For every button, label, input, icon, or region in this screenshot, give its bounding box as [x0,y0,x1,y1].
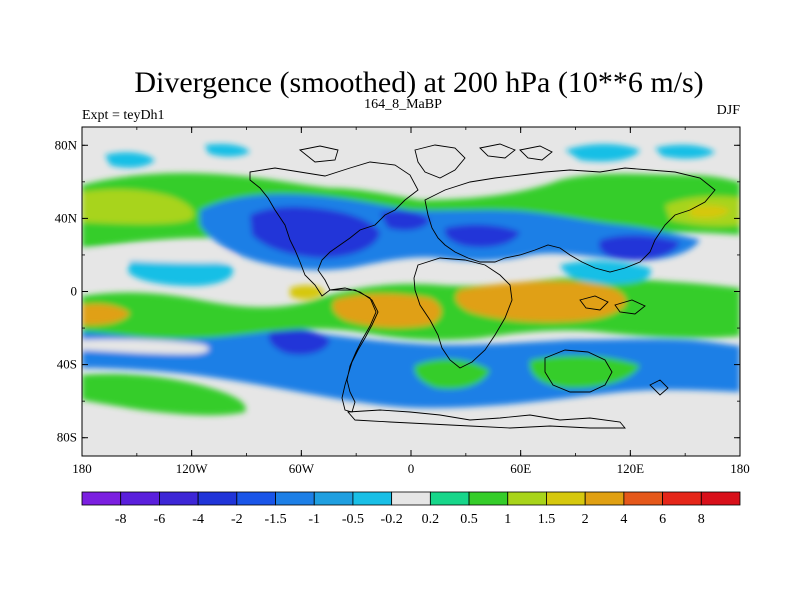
contour-orange-east-pacific [82,303,130,326]
contour-green-south-atlantic [414,358,490,390]
contour-white-gap-south [82,339,210,355]
x-tick-label: 0 [408,461,415,476]
coastline-north-america [249,161,419,297]
colorbar-label: -1.5 [264,512,286,527]
x-tick-label: 60W [289,461,315,476]
coastline-greenland [414,144,466,179]
colorbar-swatch [159,491,199,506]
contour-cyan-arctic-3 [565,144,640,162]
colorbar-label: 0.2 [422,512,440,527]
contour-darkblue-southeast-pacific [268,328,330,355]
coastline-eurasia [424,167,716,273]
contour-green-south-indian [529,355,640,389]
coastline-arctic-islands [298,143,553,163]
right-string: DJF [717,103,741,118]
contour-white-gap-north [82,247,237,263]
colorbar-swatch [236,491,276,506]
colorbar-label: -0.2 [381,512,403,527]
colorbar-swatch [546,491,586,506]
contour-yellow-west-pacific [690,205,730,218]
contour-fill-layer [82,143,740,416]
left-string: Expt = teyDh1 [82,108,165,123]
colorbar-swatch [507,491,547,506]
axis-ticks-layer: 180 120W 60W 0 60E 120E 180 80N 40N 0 40S 80S [55,127,750,476]
colorbar-swatch [391,491,431,506]
y-tick-label: 40S [57,357,77,372]
y-tick-label: 80S [57,430,77,445]
contour-darkblue-atlantic-core [250,206,380,258]
contour-yellow-central-pacific [290,285,325,300]
contour-darkblue-east-asia [599,235,680,261]
colorbar-label: -2 [231,512,243,527]
colorbar-label: 1.5 [538,512,556,527]
colorbar-label: 6 [659,512,666,527]
colorbar-label: 8 [698,512,705,527]
coastline-new-zealand [649,379,669,396]
contour-cyan-arctic-2 [205,143,250,157]
contour-cyan-arctic-4 [655,144,715,159]
colorbar-swatch [120,491,160,506]
colorbar-swatch [313,491,354,506]
x-tick-label: 180 [72,461,92,476]
coastline-australia [544,349,613,393]
colorbar-label: 0.5 [460,512,478,527]
coastline-south-america [329,287,379,413]
contour-orange-indian-ocean [455,281,626,322]
plot-area: 180 120W 60W 0 60E 120E 180 80N 40N 0 40S 80S [55,126,750,476]
colorbar-label: 2 [582,512,589,527]
colorbar-label: 4 [620,512,627,527]
y-tick-label: 0 [71,284,78,299]
contour-darkblue-europe [380,210,430,231]
contour-green-southern-ocean [82,373,246,416]
colorbar-swatch [352,491,393,506]
colorbar-swatch [700,491,741,506]
colorbar-swatch [197,491,238,506]
colorbar-swatch [662,491,702,506]
y-tick-label: 40N [55,210,78,225]
colorbar-swatch [623,491,663,506]
colorbar-label: -4 [192,512,204,527]
contour-orange-south-atlantic [332,293,442,328]
colorbar-label: -8 [115,512,127,527]
colorbar-swatch [429,491,470,506]
coastline-antarctica [347,409,626,429]
chart-title: Divergence (smoothed) at 200 hPa (10**6 … [134,66,703,99]
colorbar-swatch [81,491,122,506]
contour-cyan-arctic-1 [105,152,155,168]
colorbar-label: -6 [154,512,166,527]
x-tick-label: 180 [730,461,750,476]
colorbar-label: -1 [308,512,320,527]
contour-lightgreen-north [82,189,194,224]
colorbar-label: -0.5 [342,512,364,527]
colorbar-label: 1 [504,512,511,527]
x-tick-label: 120W [176,461,209,476]
colorbar-swatch [468,491,509,506]
colorbar-swatch [584,491,625,506]
colorbar-swatch [275,491,315,506]
y-tick-label: 80N [55,137,78,152]
center-string: 164_8_MaBP [364,97,442,112]
colorbar: -8 -6 -4 -2 -1.5 -1 -0.5 -0.2 0.2 0.5 1 1.5 2 4 6 8 [81,491,741,527]
contour-darkblue-central-asia [444,224,520,248]
coastlines-layer [249,143,716,429]
contour-cyan-tropics-north [128,257,234,286]
x-tick-label: 60E [510,461,531,476]
coastline-indonesia [579,295,646,315]
x-tick-label: 120E [617,461,645,476]
coastline-africa [413,257,513,369]
